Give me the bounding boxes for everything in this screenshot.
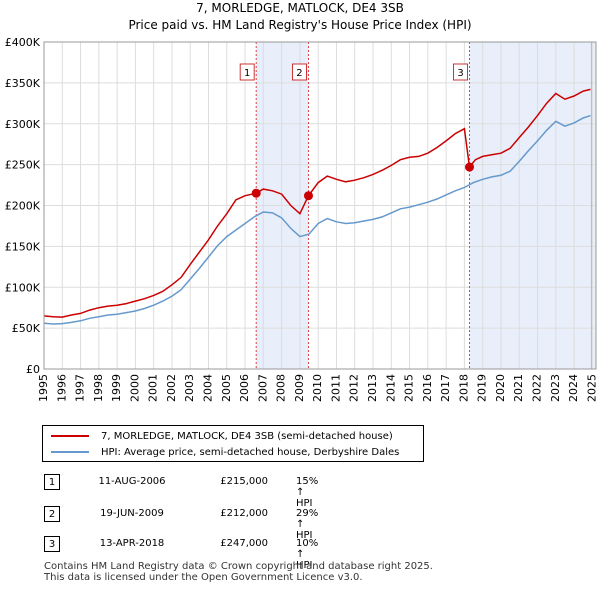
transaction-hpi: 15% ↑ HPI: [296, 476, 319, 509]
x-tick-label: 2001: [147, 374, 160, 402]
sale-point: [251, 188, 261, 198]
transaction-hpi: 29% ↑ HPI: [296, 508, 319, 541]
x-tick-label: 2020: [494, 374, 507, 402]
transaction-number: 2: [44, 506, 60, 522]
y-tick-label: £250K: [5, 159, 41, 172]
x-tick-label: 2022: [531, 374, 544, 402]
transaction-price: £212,000: [220, 508, 268, 519]
sale-number-label: 3: [457, 68, 463, 79]
y-tick-label: £300K: [5, 118, 41, 131]
transaction-price: £215,000: [220, 476, 268, 487]
x-tick-label: 2019: [476, 374, 489, 402]
x-tick-label: 2002: [165, 374, 178, 402]
footer-license: This data is licensed under the Open Gov…: [44, 572, 363, 583]
legend-hpi-swatch: [51, 451, 89, 453]
y-tick-label: £50K: [12, 322, 41, 335]
x-tick-label: 2007: [256, 374, 269, 402]
x-tick-label: 1996: [55, 374, 68, 402]
x-tick-label: 1995: [37, 374, 50, 402]
legend-property-label: 7, MORLEDGE, MATLOCK, DE4 3SB (semi-deta…: [101, 430, 393, 442]
x-tick-label: 2017: [439, 374, 452, 402]
x-tick-label: 2000: [128, 374, 141, 402]
x-tick-label: 2013: [366, 374, 379, 402]
x-tick-label: 2015: [403, 374, 416, 402]
y-tick-label: £350K: [5, 77, 41, 90]
hpi-line: [43, 114, 591, 325]
transaction-date: 11-AUG-2006: [98, 476, 166, 487]
x-tick-label: 2006: [238, 374, 251, 402]
sale-number-box: [239, 63, 255, 81]
legend-item-hpi: HPI: Average price, semi-detached house,…: [51, 444, 399, 460]
x-tick-label: 2005: [220, 374, 233, 402]
sale-number-box: [453, 63, 469, 81]
sale-number-label: 2: [296, 68, 302, 79]
sale-number-label: 1: [244, 68, 250, 79]
y-tick-label: £100K: [5, 281, 41, 294]
chart-subtitle: Price paid vs. HM Land Registry's House …: [128, 18, 471, 32]
footer-copyright: Contains HM Land Registry data © Crown c…: [44, 561, 433, 572]
x-tick-label: 1997: [74, 374, 87, 402]
sale-point: [465, 162, 475, 172]
chart-title: 7, MORLEDGE, MATLOCK, DE4 3SB: [196, 1, 404, 15]
transaction-date: 19-JUN-2009: [100, 508, 164, 519]
y-tick-label: £150K: [5, 240, 41, 253]
x-tick-label: 2021: [512, 374, 525, 402]
transaction-date: 13-APR-2018: [99, 538, 165, 549]
x-tick-label: 2024: [567, 374, 580, 402]
x-tick-label: 2014: [384, 374, 397, 402]
legend: 7, MORLEDGE, MATLOCK, DE4 3SB (semi-deta…: [42, 425, 424, 462]
x-tick-label: 2009: [293, 374, 306, 402]
x-tick-label: 2010: [311, 374, 324, 402]
y-tick-label: £400K: [5, 36, 41, 49]
x-tick-label: 2011: [329, 374, 342, 402]
x-tick-label: 2012: [348, 374, 361, 402]
sale-point: [303, 191, 313, 201]
legend-item-property: 7, MORLEDGE, MATLOCK, DE4 3SB (semi-deta…: [51, 428, 393, 444]
footer: Contains HM Land Registry data © Crown c…: [44, 561, 433, 583]
y-tick-label: £200K: [5, 200, 41, 213]
x-tick-label: 2003: [183, 374, 196, 402]
legend-property-swatch: [51, 435, 89, 437]
transaction-price: £247,000: [220, 538, 268, 549]
legend-hpi-label: HPI: Average price, semi-detached house,…: [101, 446, 400, 458]
sale-number-box: [291, 63, 307, 81]
x-tick-label: 1998: [92, 374, 105, 402]
plot-border: [43, 41, 597, 370]
transaction-number: 1: [44, 474, 60, 490]
x-tick-label: 1999: [110, 374, 123, 402]
property-price-line: [43, 88, 591, 318]
x-tick-label: 2023: [549, 374, 562, 402]
x-tick-label: 2018: [457, 374, 470, 402]
y-tick-label: £0: [26, 363, 40, 376]
x-tick-label: 2008: [275, 374, 288, 402]
x-tick-label: 2004: [202, 374, 215, 402]
transaction-number: 3: [44, 536, 60, 552]
x-tick-label: 2016: [421, 374, 434, 402]
x-tick-label: 2025: [585, 374, 598, 402]
price-chart: 7, MORLEDGE, MATLOCK, DE4 3SB Price paid…: [5, 1, 599, 402]
transaction-hpi: 10% ↑ HPI: [296, 538, 319, 571]
